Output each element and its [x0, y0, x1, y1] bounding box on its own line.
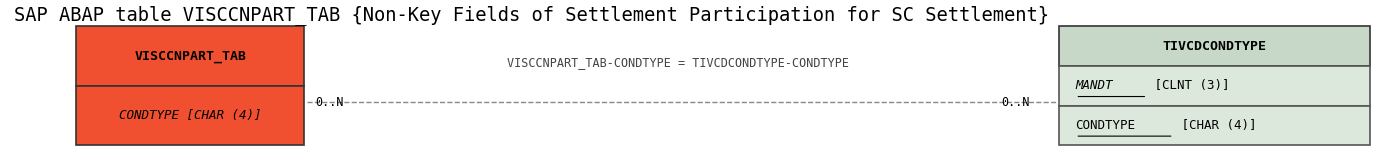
FancyBboxPatch shape [1059, 26, 1370, 66]
FancyBboxPatch shape [76, 86, 304, 145]
FancyBboxPatch shape [1059, 66, 1370, 106]
FancyBboxPatch shape [76, 26, 304, 86]
Text: SAP ABAP table VISCCNPART_TAB {Non-Key Fields of Settlement Participation for SC: SAP ABAP table VISCCNPART_TAB {Non-Key F… [14, 5, 1049, 25]
FancyBboxPatch shape [1059, 106, 1370, 145]
Text: 0..N: 0..N [1001, 96, 1030, 109]
Text: 0..N: 0..N [316, 96, 345, 109]
Text: [CLNT (3)]: [CLNT (3)] [1147, 79, 1230, 92]
Text: VISCCNPART_TAB: VISCCNPART_TAB [134, 50, 246, 63]
Text: CONDTYPE: CONDTYPE [1075, 119, 1135, 132]
Text: [CHAR (4)]: [CHAR (4)] [1174, 119, 1257, 132]
Text: TIVCDCONDTYPE: TIVCDCONDTYPE [1163, 40, 1266, 53]
Text: CONDTYPE [CHAR (4)]: CONDTYPE [CHAR (4)] [119, 109, 262, 122]
Text: MANDT: MANDT [1075, 79, 1113, 92]
Text: VISCCNPART_TAB-CONDTYPE = TIVCDCONDTYPE-CONDTYPE: VISCCNPART_TAB-CONDTYPE = TIVCDCONDTYPE-… [507, 56, 850, 69]
